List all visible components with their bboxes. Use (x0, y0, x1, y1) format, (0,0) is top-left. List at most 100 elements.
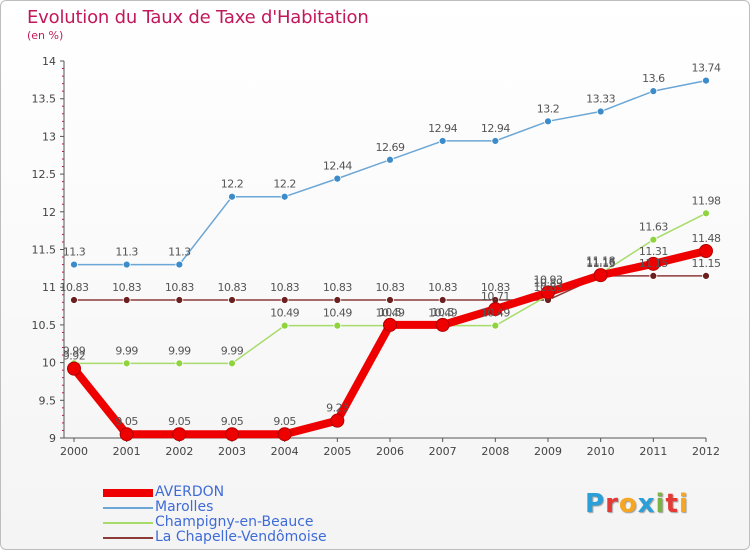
data-point (67, 361, 81, 376)
data-point (491, 321, 500, 330)
x-tick-label: 2006 (376, 445, 404, 458)
data-point (386, 155, 394, 164)
data-point (225, 427, 239, 442)
data-point (333, 296, 342, 304)
logo-letter: o (618, 489, 638, 519)
data-point (596, 107, 605, 116)
data-label: 10.49 (323, 307, 352, 320)
y-tick-label: 9 (49, 432, 56, 445)
data-label: 11.3 (168, 246, 191, 259)
data-point (70, 296, 78, 304)
data-label: 10.83 (428, 281, 457, 294)
y-tick-label: 13.5 (32, 93, 57, 106)
data-point (544, 117, 552, 126)
data-point (438, 137, 447, 145)
data-point (593, 268, 608, 283)
data-label: 11.16 (586, 256, 615, 269)
legend-swatch (103, 537, 153, 539)
data-label: 10.93 (534, 273, 563, 286)
data-point (228, 192, 236, 201)
data-label: 13.74 (692, 62, 721, 75)
data-label: 9.23 (326, 402, 349, 415)
data-label: 10.49 (428, 307, 457, 320)
data-label: 11.63 (639, 221, 668, 234)
logo-letter: P (585, 489, 606, 519)
data-point (699, 244, 713, 259)
data-label: 12.94 (428, 122, 457, 135)
y-tick-label: 11 (42, 281, 56, 294)
data-label: 11.15 (692, 257, 721, 270)
data-label: 9.05 (221, 415, 244, 428)
data-point (435, 317, 450, 332)
y-tick-label: 10 (42, 357, 56, 370)
data-label: 9.05 (273, 415, 296, 428)
x-tick-label: 2004 (271, 445, 299, 458)
legend-label: La Chapelle-Vendômoise (155, 529, 327, 545)
data-label: 10.71 (481, 290, 510, 303)
data-label: 11.3 (115, 246, 138, 259)
data-label: 10.49 (270, 307, 299, 320)
data-label: 10.5 (431, 306, 454, 319)
data-point (488, 302, 503, 317)
x-tick-label: 2005 (323, 445, 351, 458)
chart-title: Evolution du Taux de Taxe d'Habitation (27, 7, 369, 28)
y-tick-label: 12.5 (32, 168, 57, 181)
data-point (438, 296, 447, 304)
data-label: 11.48 (692, 232, 721, 245)
data-label: 9.99 (63, 344, 86, 357)
data-point (386, 296, 394, 304)
data-point (649, 271, 658, 280)
x-tick-label: 2010 (587, 445, 615, 458)
data-label: 13.6 (642, 72, 665, 85)
data-point (330, 413, 345, 428)
data-point (277, 427, 292, 442)
data-point (119, 427, 134, 442)
x-tick-label: 2009 (534, 445, 562, 458)
data-label: 11.98 (692, 194, 721, 207)
data-label: 9.92 (63, 350, 86, 363)
data-label: 10.83 (534, 281, 563, 294)
data-point (175, 296, 184, 304)
x-tick-label: 2001 (113, 445, 141, 458)
data-label: 10.83 (165, 281, 194, 294)
data-label: 11.18 (586, 255, 615, 268)
data-point (280, 296, 289, 304)
legend-label: AVERDON (155, 484, 225, 500)
x-tick-label: 2002 (165, 445, 193, 458)
data-point (541, 285, 555, 300)
data-label: 10.5 (379, 306, 402, 319)
chart-unit-label: (en %) (27, 29, 64, 42)
data-label: 9.99 (168, 344, 191, 357)
data-label: 9.05 (115, 415, 138, 428)
data-label: 10.49 (481, 307, 510, 320)
legend-swatch (103, 489, 153, 497)
data-point (122, 296, 131, 304)
legend-label: Champigny-en-Beauce (155, 514, 314, 530)
data-point (122, 260, 131, 269)
data-label: 12.94 (481, 122, 510, 135)
data-point (333, 321, 342, 330)
y-tick-label: 11.5 (32, 244, 57, 257)
data-point (491, 137, 500, 145)
data-point (649, 87, 658, 96)
y-tick-label: 9.5 (39, 394, 57, 407)
y-tick-label: 13 (42, 130, 56, 143)
data-point (228, 359, 236, 368)
logo-letter: t (665, 489, 679, 519)
data-label: 9.99 (115, 344, 138, 357)
y-tick-label: 10.5 (32, 319, 57, 332)
data-label: 10.49 (376, 307, 405, 320)
x-tick-label: 2012 (692, 445, 720, 458)
data-label: 11.3 (63, 246, 86, 259)
data-label: 10.83 (112, 281, 141, 294)
data-point (702, 271, 710, 280)
data-point (280, 192, 289, 201)
data-label: 10.83 (376, 281, 405, 294)
data-point (280, 321, 289, 330)
logo-letter: i (655, 489, 666, 519)
data-point (383, 317, 397, 332)
series-line-1 (73, 79, 707, 266)
logo-letter: i (678, 489, 689, 519)
